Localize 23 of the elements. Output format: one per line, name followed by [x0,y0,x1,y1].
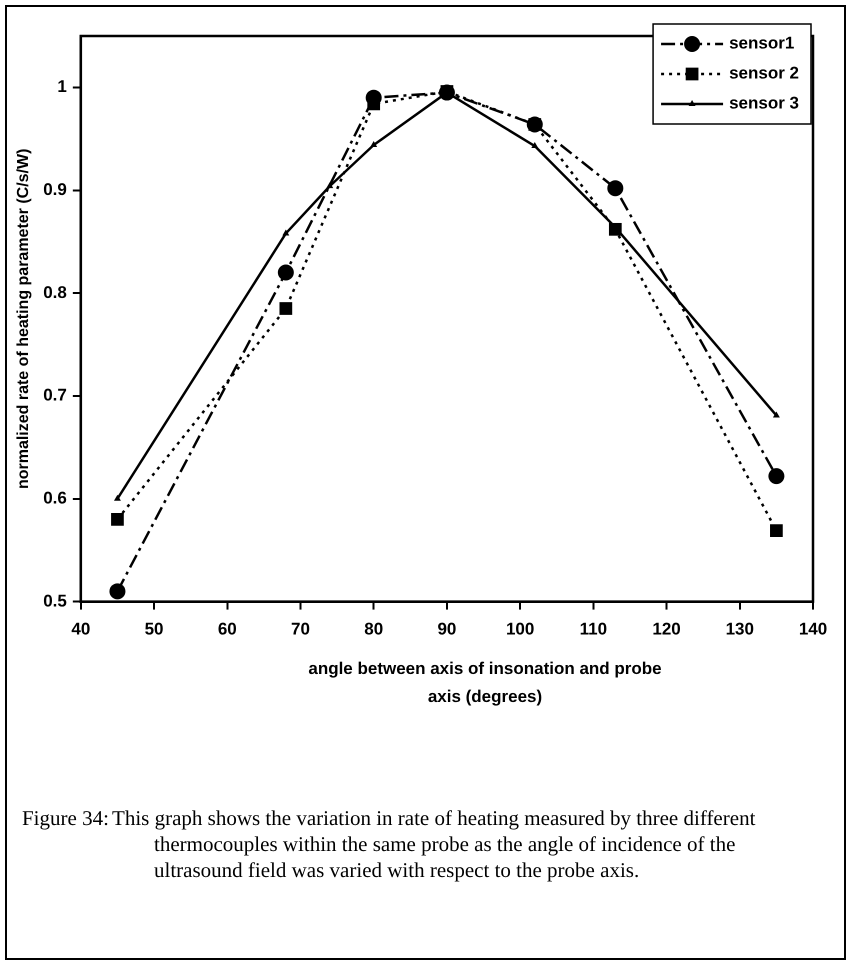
legend-label: sensor1 [729,34,794,53]
legend-label: sensor 3 [729,94,800,113]
x-tick-label: 120 [652,619,681,638]
x-tick-label: 60 [218,619,237,638]
x-tick-label: 130 [726,619,754,638]
x-tick-label: 70 [291,619,310,638]
y-tick-label: 0.7 [43,386,67,405]
y-tick-label: 0.9 [43,180,67,199]
y-tick-label: 0.5 [43,591,67,610]
y-tick-label: 0.6 [43,488,67,508]
y-tick-label: 0.8 [43,282,67,302]
x-tick-label: 40 [71,619,90,638]
y-tick-label: 1 [57,77,67,96]
x-tick-label: 110 [580,619,608,638]
caption: Figure 34: This graph shows the variation in rate of heating measured by three different thermocouples within the same probe as the angle of incidence of the ultrasound field was varied with respect to the probe axis. [22,805,756,883]
x-axis-title: angle between axis of insonation and probe axis (degrees) [307,658,663,708]
x-tick-label: 140 [798,619,828,638]
x-tick-label: 90 [437,619,456,638]
legend-label: sensor 2 [729,64,800,83]
x-tick-label: 100 [506,619,534,638]
y-axis-title: normalized rate of heating parameter (C/s/W) [15,148,32,490]
x-tick-label: 80 [364,619,384,638]
x-tick-label: 50 [144,619,164,638]
